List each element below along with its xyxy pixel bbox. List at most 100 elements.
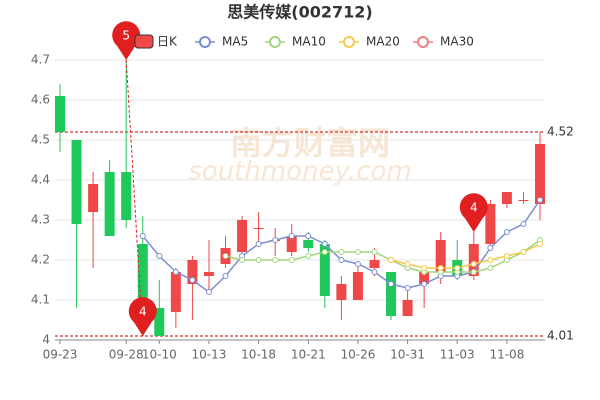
ma-point [371, 269, 378, 275]
ma-point [454, 265, 461, 271]
y-tick-label: 4.3 [31, 213, 50, 227]
ma-point [520, 221, 527, 227]
annotation-pin [128, 297, 157, 336]
y-tick-label: 4.4 [31, 173, 50, 187]
ma-point [354, 261, 361, 267]
candle-body [518, 200, 529, 201]
candle-body [468, 244, 479, 276]
ma-point [421, 265, 428, 271]
ma-point [470, 261, 477, 267]
candle-body [137, 244, 148, 324]
ma-point [305, 253, 312, 259]
candle-body [253, 228, 264, 229]
annotation-label: 4 [470, 201, 478, 215]
candle-body [501, 192, 512, 204]
ma-point [172, 269, 179, 275]
x-tick-label: 10-13 [192, 348, 227, 362]
candle-body [352, 272, 363, 300]
legend-label: MA30 [440, 35, 474, 49]
ma-point [338, 257, 345, 263]
ma-point [404, 261, 411, 267]
legend-label: MA5 [222, 35, 248, 49]
candle-body [369, 260, 380, 268]
candle-body [203, 272, 214, 276]
x-tick-label: 11-08 [489, 348, 524, 362]
ma-point [371, 249, 378, 255]
x-tick-label: 09-28 [109, 348, 144, 362]
candle-body [419, 272, 430, 284]
ma-point [272, 237, 279, 243]
candle-body [187, 260, 198, 284]
candle-body [535, 144, 545, 204]
candle-body [170, 272, 181, 312]
watermark: southmoney.com [188, 157, 411, 187]
annotation-label: 4 [139, 305, 147, 319]
candle-body [154, 308, 165, 336]
x-tick-label: 10-10 [142, 348, 177, 362]
candle-body [237, 220, 248, 252]
ma-point [437, 265, 444, 271]
candle-body [88, 184, 99, 212]
ma-point [321, 241, 328, 247]
ma-point [537, 197, 543, 203]
annotation-label: 5 [122, 29, 130, 43]
ma-point [503, 253, 510, 259]
ma-point [222, 253, 229, 259]
annotation-link [125, 59, 144, 337]
x-tick-label: 10-21 [291, 348, 326, 362]
watermark: 南方财富网 [230, 124, 390, 162]
legend-swatch [343, 36, 355, 48]
ma-point [388, 257, 395, 263]
y-tick-label: 4.7 [31, 53, 50, 67]
annotation-pin [112, 21, 141, 60]
ma-point [205, 289, 212, 295]
chart-title: 思美传媒(002712) [227, 3, 372, 22]
candle-body [71, 140, 82, 224]
legend-swatch [134, 34, 154, 49]
candle-body [336, 284, 347, 300]
legend-label: 日K [157, 35, 178, 49]
ma-point [321, 249, 328, 255]
annotation-pin [459, 193, 488, 232]
candle-body [402, 300, 413, 316]
ma-point [421, 281, 428, 287]
ma-point [404, 285, 411, 291]
x-tick-label: 09-23 [43, 348, 78, 362]
ma-point [189, 277, 196, 283]
ma-point [255, 241, 262, 247]
y-tick-label: 4.2 [31, 253, 50, 267]
ma-point [288, 233, 295, 239]
ma-point [305, 233, 312, 239]
x-tick-label: 11-03 [440, 348, 475, 362]
ma-point [537, 241, 543, 247]
ma-point [520, 249, 527, 255]
legend-swatch [269, 36, 281, 48]
y-tick-label: 4.5 [31, 133, 50, 147]
candle-body [319, 244, 330, 296]
ref-label: 4.01 [547, 329, 574, 343]
ma-point [156, 253, 163, 259]
legend-swatch [417, 36, 429, 48]
legend-label: MA20 [366, 35, 400, 49]
ma-point [487, 257, 494, 263]
ma-point [470, 269, 477, 275]
x-tick-label: 10-31 [390, 348, 425, 362]
ma-point [487, 265, 494, 271]
y-tick-label: 4.6 [31, 93, 50, 107]
ref-label: 4.52 [547, 125, 574, 139]
ma-point [487, 245, 494, 251]
candle-body [121, 172, 132, 220]
legend-swatch [199, 36, 211, 48]
ma-point [354, 249, 361, 255]
candle-body [286, 236, 297, 252]
ma-point [222, 273, 229, 279]
ma-point [288, 257, 295, 263]
y-tick-label: 4.1 [31, 293, 50, 307]
legend-label: MA10 [292, 35, 326, 49]
y-tick-label: 4 [42, 333, 50, 347]
ma-point [338, 249, 345, 255]
candle-body [386, 272, 397, 316]
ma-point [272, 257, 279, 263]
candle-body [485, 204, 496, 244]
